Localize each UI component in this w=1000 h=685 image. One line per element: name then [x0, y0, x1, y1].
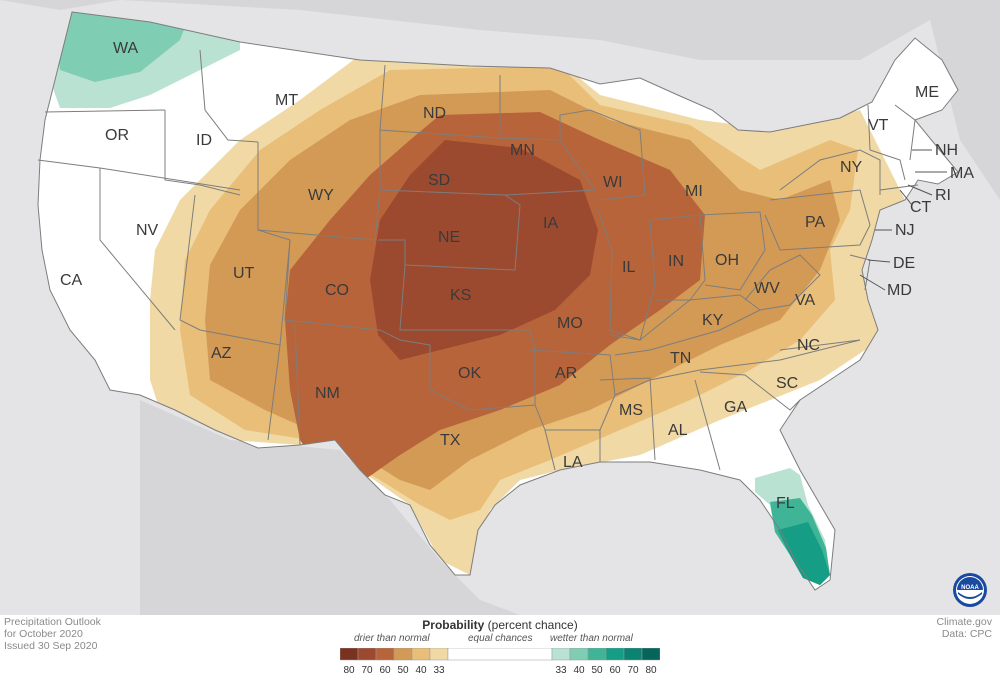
dry-70-zone [370, 140, 598, 360]
state-label-tn: TN [670, 350, 691, 367]
outlook-caption: Precipitation Outlook for October 2020 I… [4, 616, 101, 652]
state-label-ga: GA [724, 399, 747, 416]
legend-swatch-wet-4 [623, 648, 643, 661]
legend-tick-wet-4: 70 [627, 665, 639, 676]
state-label-nj: NJ [895, 222, 915, 239]
state-label-mi: MI [685, 183, 703, 200]
legend-swatch-wet-3 [605, 648, 625, 661]
state-label-id: ID [196, 132, 212, 149]
label-leader-lines [859, 149, 947, 291]
legend-tick-dry-5: 33 [433, 665, 445, 676]
legend-swatch-dry-4 [411, 648, 431, 661]
state-label-co: CO [325, 282, 349, 299]
legend-swatch-dry-5 [429, 648, 449, 661]
legend-color-bar: 80 70 60 50 40 33 33 40 50 60 70 80 [340, 648, 660, 676]
state-label-md: MD [887, 282, 912, 299]
caption-period: for October 2020 [4, 628, 83, 640]
state-label-nd: ND [423, 105, 446, 122]
state-label-sd: SD [428, 172, 450, 189]
legend-tick-wet-3: 60 [609, 665, 621, 676]
legend-drier-label: drier than normal [354, 633, 430, 644]
state-label-mn: MN [510, 142, 535, 159]
state-label-mo: MO [557, 315, 583, 332]
legend-swatch-dry-2 [375, 648, 395, 661]
state-label-oh: OH [715, 252, 739, 269]
legend-title-bold: Probability [422, 618, 485, 632]
state-label-ny: NY [840, 159, 863, 176]
caption-issued: Issued 30 Sep 2020 [4, 640, 98, 652]
state-label-ia: IA [543, 215, 558, 232]
state-label-in: IN [668, 253, 684, 270]
legend-swatch-wet-0 [551, 648, 571, 661]
legend-swatch-wet-1 [569, 648, 589, 661]
state-label-va: VA [795, 292, 815, 309]
legend-tick-dry-1: 70 [361, 665, 373, 676]
state-label-de: DE [893, 255, 915, 272]
state-label-wi: WI [603, 174, 623, 191]
state-label-nm: NM [315, 385, 340, 402]
legend-tick-wet-1: 40 [573, 665, 585, 676]
state-label-nv: NV [136, 222, 159, 239]
legend-swatch-dry-3 [393, 648, 413, 661]
state-label-ms: MS [619, 402, 643, 419]
state-label-ok: OK [458, 365, 481, 382]
credit-source: Climate.gov [936, 616, 992, 628]
state-label-ca: CA [60, 272, 83, 289]
legend-swatch-dry-1 [357, 648, 377, 661]
state-label-fl: FL [776, 495, 795, 512]
state-label-ar: AR [555, 365, 577, 382]
noaa-logo-icon: NOAA [953, 573, 987, 607]
state-label-pa: PA [805, 214, 825, 231]
surrounding-land [0, 0, 1000, 615]
legend-swatch-dry-0 [340, 648, 359, 661]
state-label-ma: MA [950, 165, 974, 182]
state-borders [37, 11, 959, 591]
state-label-ky: KY [702, 312, 724, 329]
legend-tick-dry-2: 60 [379, 665, 391, 676]
state-label-mt: MT [275, 92, 298, 109]
legend-tick-dry-3: 50 [397, 665, 409, 676]
state-label-wv: WV [754, 280, 780, 297]
wet-florida [755, 468, 830, 585]
state-label-wy: WY [308, 187, 334, 204]
state-label-ct: CT [910, 199, 932, 216]
state-label-az: AZ [211, 345, 232, 362]
legend-title: Probability (percent chance) [340, 618, 660, 632]
legend-swatch-wet-2 [587, 648, 607, 661]
legend-tick-dry-0: 80 [343, 665, 355, 676]
state-label-me: ME [915, 84, 939, 101]
state-label-ks: KS [450, 287, 471, 304]
state-label-ne: NE [438, 229, 460, 246]
state-label-tx: TX [440, 432, 461, 449]
state-label-la: LA [563, 454, 583, 471]
legend-tick-wet-5: 80 [645, 665, 657, 676]
legend-wetter-label: wetter than normal [550, 633, 633, 644]
legend-swatch-wet-5 [641, 648, 660, 661]
legend-tick-wet-0: 33 [555, 665, 567, 676]
legend-tick-dry-4: 40 [415, 665, 427, 676]
legend-title-rest: (percent chance) [484, 618, 578, 632]
state-label-ri: RI [935, 187, 951, 204]
state-label-nc: NC [797, 337, 820, 354]
state-label-nh: NH [935, 142, 958, 159]
probability-legend: Probability (percent chance) drier than … [340, 618, 660, 682]
legend-equal-label: equal chances [468, 633, 533, 644]
state-label-ut: UT [233, 265, 255, 282]
state-label-sc: SC [776, 375, 798, 392]
caption-title: Precipitation Outlook [4, 616, 101, 628]
credit-data: Data: CPC [941, 628, 992, 640]
state-label-il: IL [622, 259, 635, 276]
state-labels: WA OR CA NV ID MT WY UT AZ CO NM ND SD N… [60, 40, 974, 512]
legend-swatch-equal [447, 648, 553, 661]
state-label-vt: VT [868, 117, 889, 134]
state-label-al: AL [668, 422, 688, 439]
outlook-map: WA OR CA NV ID MT WY UT AZ CO NM ND SD N… [0, 0, 1000, 615]
state-label-wa: WA [113, 40, 139, 57]
credit: Climate.gov Data: CPC [937, 616, 992, 640]
noaa-logo-text: NOAA [961, 585, 979, 591]
legend-tick-wet-2: 50 [591, 665, 603, 676]
state-label-or: OR [105, 127, 129, 144]
